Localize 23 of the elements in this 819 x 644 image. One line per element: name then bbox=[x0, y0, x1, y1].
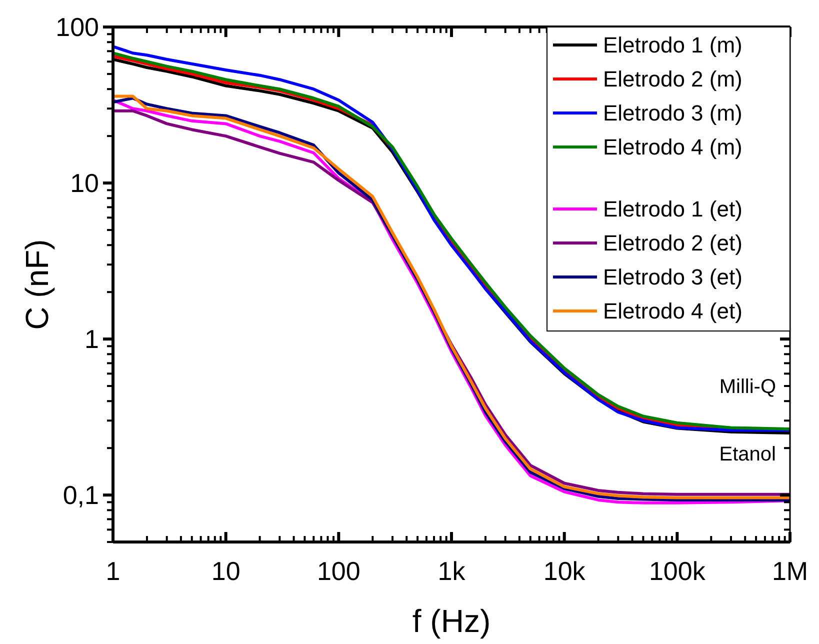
legend-label: Eletrodo 4 (m) bbox=[603, 134, 742, 160]
y-tick-label: 0,1 bbox=[62, 480, 99, 510]
annotation: Milli-Q bbox=[719, 376, 776, 398]
legend-label: Eletrodo 4 (et) bbox=[603, 298, 742, 324]
y-tick-label: 100 bbox=[56, 12, 99, 42]
legend-label: Eletrodo 2 (et) bbox=[603, 230, 742, 256]
legend-label: Eletrodo 1 (m) bbox=[603, 32, 742, 58]
y-tick-label: 10 bbox=[70, 168, 99, 198]
annotation: Etanol bbox=[719, 444, 776, 466]
x-tick-label: 100k bbox=[648, 556, 706, 586]
x-tick-label: 1 bbox=[106, 556, 120, 586]
x-tick-label: 10k bbox=[543, 556, 586, 586]
x-tick-label: 100 bbox=[316, 556, 360, 586]
legend-label: Eletrodo 3 (m) bbox=[603, 100, 742, 126]
legend-label: Eletrodo 3 (et) bbox=[603, 264, 742, 290]
y-tick-label: 1 bbox=[84, 324, 99, 354]
legend-label: Eletrodo 1 (et) bbox=[603, 196, 742, 222]
x-tick-label: 1k bbox=[438, 556, 466, 586]
legend-label: Eletrodo 2 (m) bbox=[603, 66, 742, 92]
x-tick-label: 1M bbox=[772, 556, 808, 586]
x-axis-title: f (Hz) bbox=[412, 603, 491, 639]
y-axis-title: C (nF) bbox=[19, 239, 55, 330]
x-tick-label: 10 bbox=[211, 556, 240, 586]
